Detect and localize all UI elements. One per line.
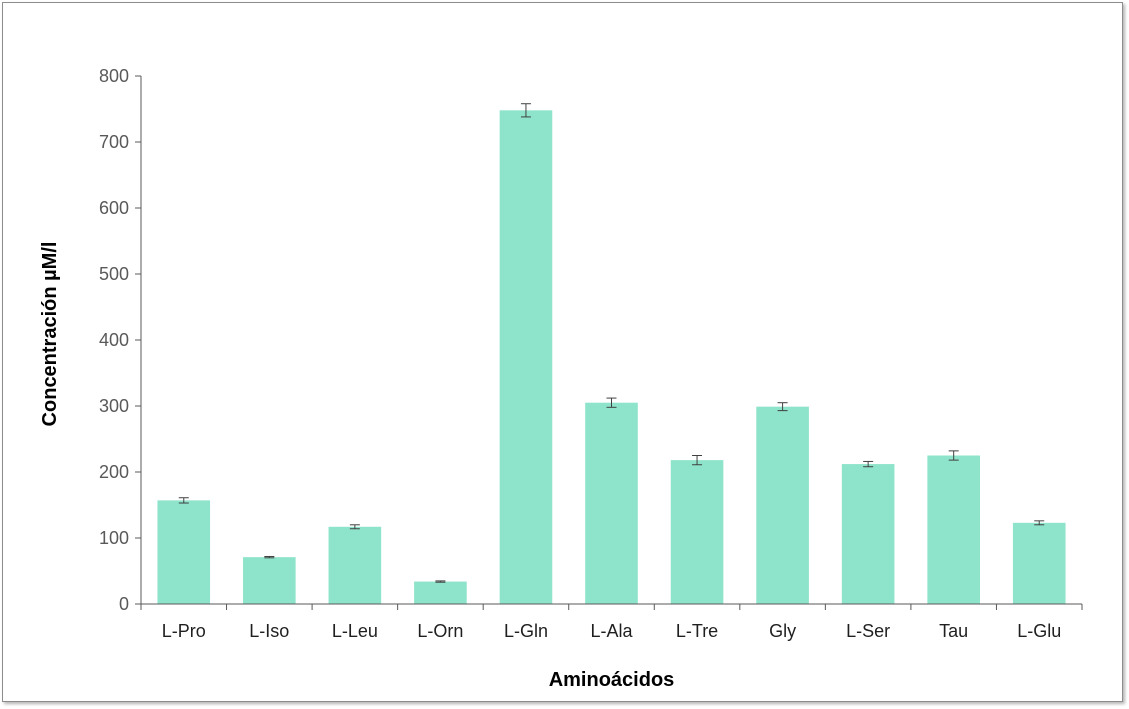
y-tick-label: 700 [99,132,129,152]
y-axis-title: Concentración µM/l [39,242,61,427]
error-bar-tau [948,450,959,461]
y-tick-label: 200 [99,462,129,482]
y-tick-label: 400 [99,330,129,350]
error-bar-l-leu [349,524,360,530]
y-tick-label: 0 [119,594,129,614]
x-tick-label-l-iso: L-Iso [249,621,289,641]
error-bars-group [178,103,1045,583]
x-tick-label-l-tre: L-Tre [676,621,718,641]
y-tick-label: 300 [99,396,129,416]
y-tick-label: 500 [99,264,129,284]
bar-l-tre [670,460,724,604]
x-tick-label-l-ser: L-Ser [846,621,890,641]
error-bar-l-tre [692,455,703,466]
error-bar-l-gln [520,103,531,118]
x-tick-label-l-orn: L-Orn [417,621,463,641]
x-axis-title: Aminoácidos [549,669,675,691]
error-bar-l-orn [435,580,446,583]
y-tick-label: 600 [99,198,129,218]
error-bar-l-glu [1034,520,1045,526]
bars-group [157,110,1066,604]
error-bar-l-iso [264,555,275,559]
y-tick-label: 100 [99,528,129,548]
error-bar-l-ser [863,460,874,468]
x-tick-label-l-ala: L-Ala [590,621,633,641]
x-tick-label-gly: Gly [769,621,796,641]
bar-l-gln [499,110,553,604]
x-tick-label-tau: Tau [939,621,968,641]
bar-l-pro [157,500,211,604]
x-tick-label-l-pro: L-Pro [162,621,206,641]
bar-gly [756,406,809,604]
error-bar-l-pro [178,497,189,504]
error-bar-gly [777,402,788,412]
y-tick-label: 800 [99,66,129,86]
x-tick-label-l-gln: L-Gln [504,621,548,641]
bar-l-iso [243,557,296,604]
bar-l-leu [328,526,382,604]
bar-l-ser [841,464,895,604]
x-tick-label-l-leu: L-Leu [332,621,378,641]
bar-tau [927,455,980,604]
bar-l-ala [585,402,638,604]
x-labels-group: L-Pro L-Iso L-Leu L-Orn L-Gln L-Ala L-Tre Gly L-… [140,604,1083,641]
bar-l-orn [414,581,467,604]
bar-l-glu [1012,522,1066,604]
x-tick-label-l-glu: L-Glu [1017,621,1061,641]
error-bar-l-ala [606,397,617,408]
y-ticks-group: 0 100 200 300 400 500 600 700 800 [99,66,141,614]
